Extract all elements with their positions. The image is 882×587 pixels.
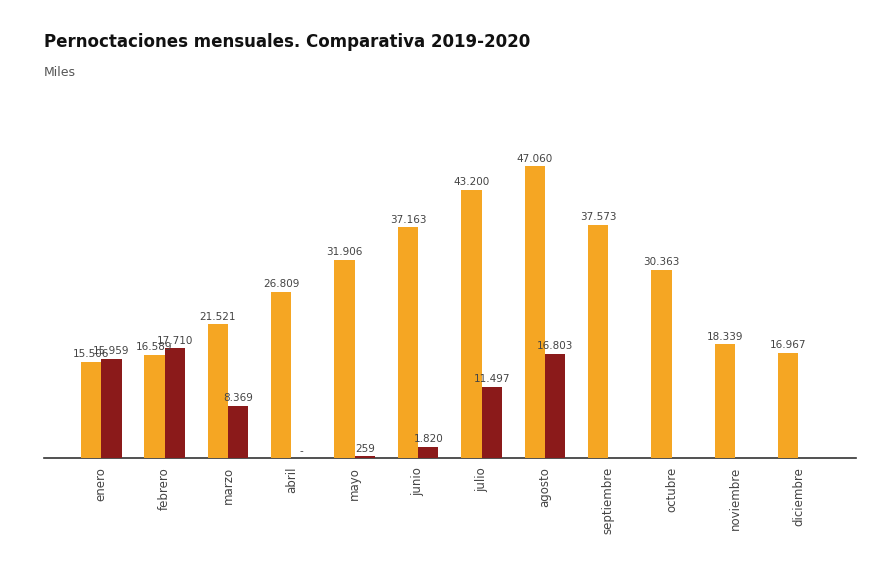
Text: 30.363: 30.363 bbox=[643, 257, 680, 267]
Bar bbox=[165, 348, 185, 458]
Bar bbox=[482, 387, 502, 458]
Text: 37.573: 37.573 bbox=[579, 212, 617, 222]
Bar bbox=[545, 353, 565, 458]
Bar bbox=[101, 359, 122, 458]
Text: 31.906: 31.906 bbox=[326, 248, 363, 258]
Text: 16.967: 16.967 bbox=[770, 340, 806, 350]
Text: 15.959: 15.959 bbox=[93, 346, 130, 356]
Text: Miles: Miles bbox=[44, 66, 76, 79]
Bar bbox=[714, 344, 735, 458]
Text: 26.809: 26.809 bbox=[263, 279, 299, 289]
Text: 47.060: 47.060 bbox=[517, 154, 553, 164]
Bar bbox=[461, 190, 482, 458]
Text: Pernoctaciones mensuales. Comparativa 2019-2020: Pernoctaciones mensuales. Comparativa 20… bbox=[44, 33, 530, 51]
Bar bbox=[228, 406, 249, 458]
Text: 15.506: 15.506 bbox=[73, 349, 109, 359]
Bar bbox=[271, 292, 291, 458]
Bar bbox=[208, 325, 228, 458]
Bar bbox=[778, 353, 798, 458]
Bar bbox=[81, 362, 101, 458]
Bar bbox=[588, 225, 609, 458]
Bar bbox=[355, 456, 375, 458]
Bar bbox=[334, 260, 355, 458]
Text: -: - bbox=[300, 446, 303, 456]
Text: 16.589: 16.589 bbox=[136, 342, 173, 352]
Bar bbox=[525, 166, 545, 458]
Text: 8.369: 8.369 bbox=[223, 393, 253, 403]
Text: 259: 259 bbox=[355, 444, 375, 454]
Text: 21.521: 21.521 bbox=[199, 312, 236, 322]
Text: 37.163: 37.163 bbox=[390, 215, 426, 225]
Text: 43.200: 43.200 bbox=[453, 177, 490, 187]
Bar bbox=[398, 227, 418, 458]
Bar bbox=[418, 447, 438, 458]
Text: 11.497: 11.497 bbox=[474, 374, 510, 384]
Bar bbox=[145, 355, 165, 458]
Text: 16.803: 16.803 bbox=[537, 341, 573, 351]
Text: 18.339: 18.339 bbox=[706, 332, 744, 342]
Text: 1.820: 1.820 bbox=[414, 434, 443, 444]
Bar bbox=[651, 269, 671, 458]
Text: 17.710: 17.710 bbox=[157, 336, 193, 346]
